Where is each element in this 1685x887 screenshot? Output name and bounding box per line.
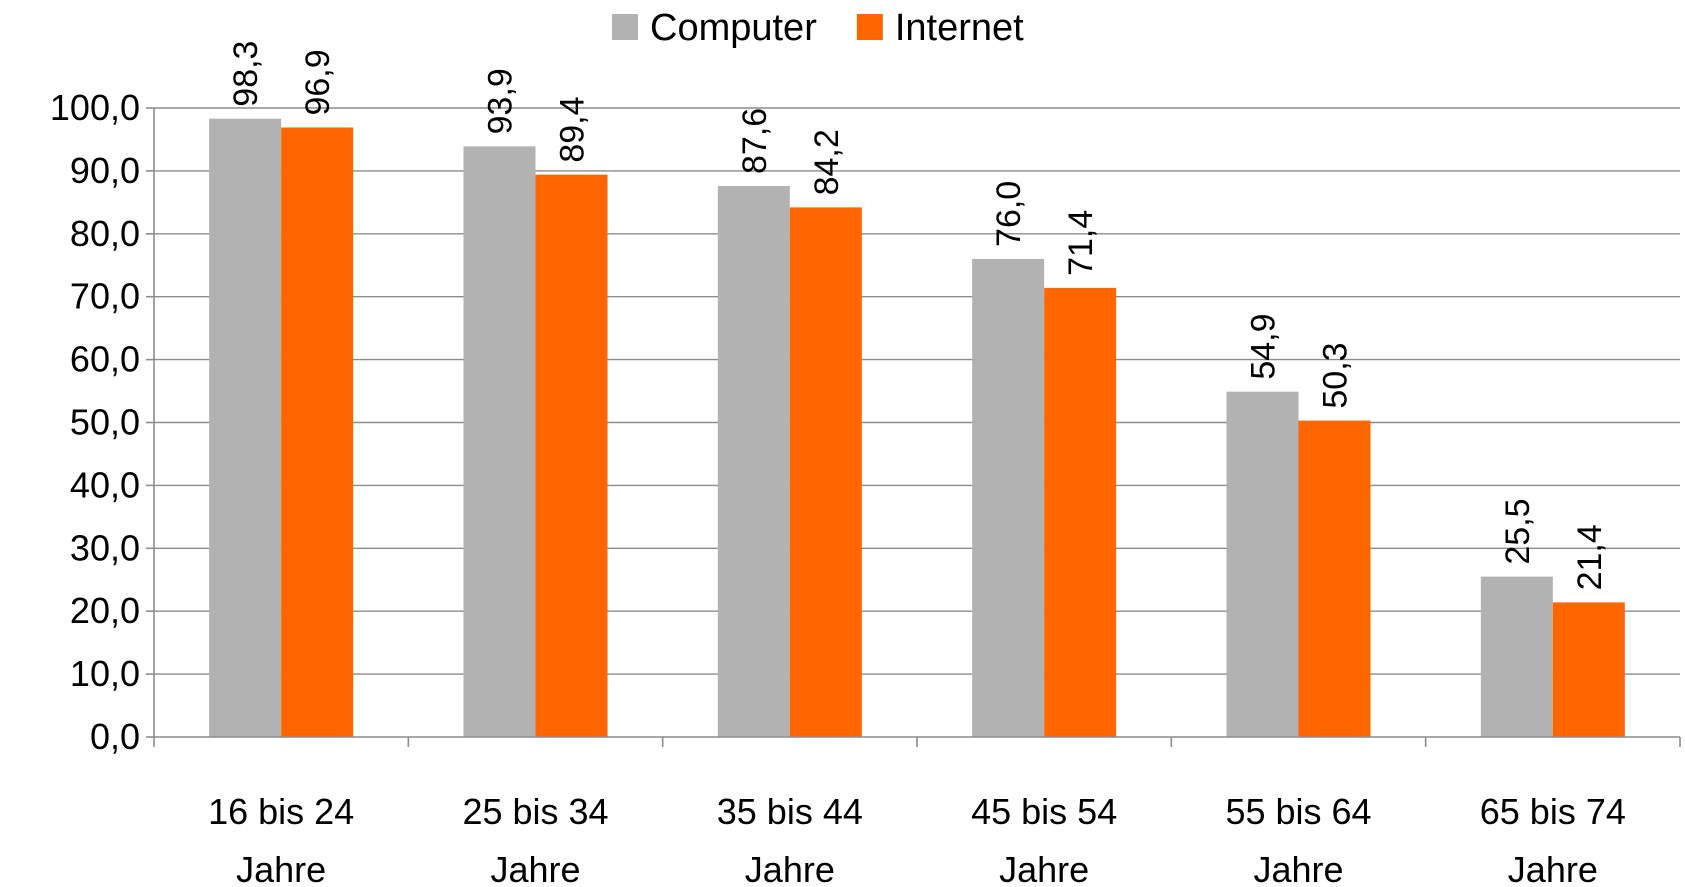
legend: Computer Internet (612, 7, 1024, 49)
y-tick-label: 80,0 (70, 213, 140, 254)
y-tick-label: 100,0 (50, 87, 140, 128)
bar-computer (1480, 576, 1553, 737)
bar-internet (1298, 420, 1371, 737)
gridlines (154, 107, 1680, 675)
data-label-internet: 21,4 (1571, 524, 1609, 590)
x-category-label: 35 bis 44 (717, 791, 863, 832)
y-tick-label: 40,0 (70, 464, 140, 505)
y-tick-label: 20,0 (70, 590, 140, 631)
data-label-internet: 50,3 (1317, 342, 1355, 408)
y-tick-label: 30,0 (70, 527, 140, 568)
x-category-label: Jahre (1508, 849, 1598, 887)
bar-internet (281, 127, 354, 737)
y-tick-label: 0,0 (90, 716, 140, 757)
y-tick-label: 10,0 (70, 653, 140, 694)
bar-internet (1044, 287, 1117, 737)
bars (209, 118, 1625, 738)
data-label-computer: 76,0 (990, 181, 1028, 247)
bar-internet (535, 174, 608, 737)
y-tick-label: 60,0 (70, 339, 140, 380)
y-tick-label: 70,0 (70, 276, 140, 317)
data-label-computer: 98,3 (227, 41, 265, 107)
data-label-internet: 71,4 (1062, 210, 1100, 276)
legend-swatch-internet (856, 14, 883, 40)
axes (153, 108, 1681, 747)
x-axis-categories: 16 bis 24 Jahre 25 bis 34 Jahre 35 bis 44 Jah… (208, 791, 1626, 887)
bar-computer (463, 146, 536, 737)
data-labels: 98,3 96,9 93,9 89,4 87,6 84,2 76,0 71,4 54,9 50,3… (227, 41, 1609, 591)
y-tick-label: 50,0 (70, 402, 140, 443)
legend-label-internet: Internet (895, 7, 1024, 49)
y-tick-label: 90,0 (70, 150, 140, 191)
data-label-computer: 25,5 (1499, 498, 1537, 564)
y-axis-ticks: 0,0 10,0 20,0 30,0 40,0 50,0 60,0 70,0 80,0 90,0 1… (50, 87, 154, 757)
bar-computer (972, 258, 1045, 737)
data-label-computer: 54,9 (1245, 313, 1283, 379)
bar-computer (1226, 391, 1299, 737)
x-category-label: Jahre (490, 849, 580, 887)
x-category-label: Jahre (745, 849, 835, 887)
data-label-internet: 84,2 (808, 129, 846, 195)
x-category-label: 45 bis 54 (971, 791, 1117, 832)
bar-computer (717, 185, 790, 738)
data-label-computer: 93,9 (482, 68, 520, 134)
legend-swatch-computer (612, 14, 638, 40)
data-label-internet: 96,9 (299, 49, 337, 115)
data-label-internet: 89,4 (554, 96, 592, 162)
x-category-label: Jahre (236, 849, 326, 887)
x-category-label: Jahre (1253, 849, 1343, 887)
bar-internet (1552, 602, 1625, 737)
x-category-label: 25 bis 34 (462, 791, 608, 832)
x-category-label: 55 bis 64 (1225, 791, 1371, 832)
x-category-label: 65 bis 74 (1480, 791, 1626, 832)
bar-computer (209, 118, 282, 738)
legend-label-computer: Computer (650, 7, 817, 49)
data-label-computer: 87,6 (736, 108, 774, 174)
x-category-label: Jahre (999, 849, 1089, 887)
x-category-label: 16 bis 24 (208, 791, 354, 832)
bar-internet (789, 207, 862, 737)
